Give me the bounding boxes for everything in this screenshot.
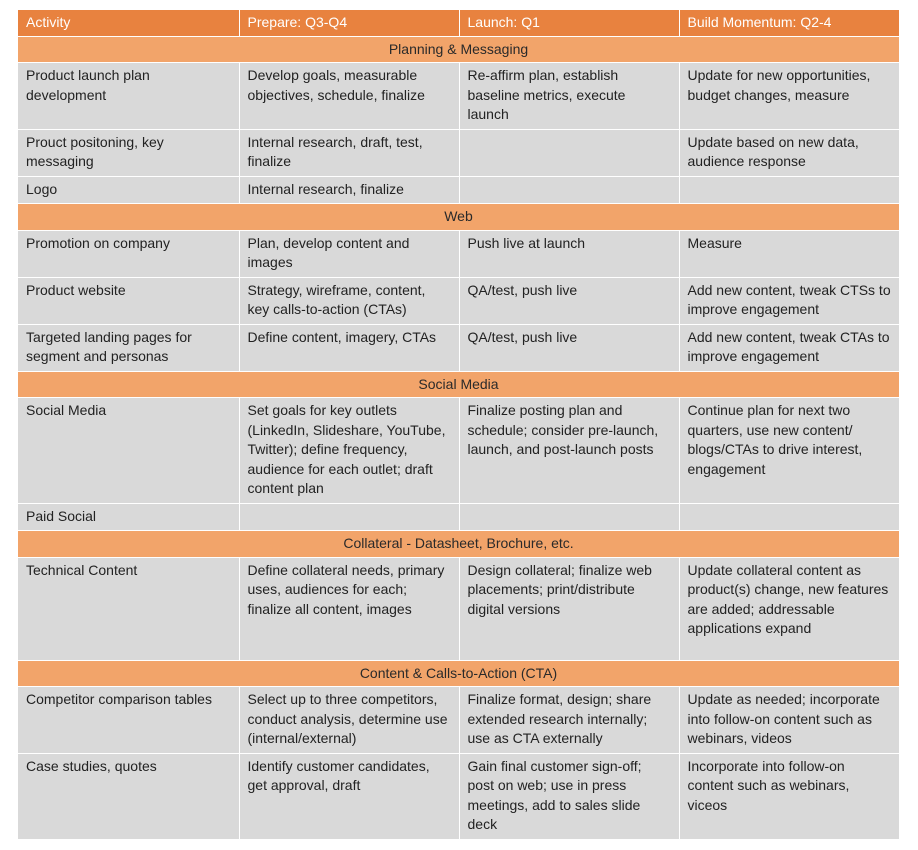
launch-cell — [459, 129, 680, 177]
prepare-cell: Define collateral needs, primary uses, a… — [239, 557, 460, 661]
table-row: Promotion on company Plan, develop conte… — [18, 230, 899, 278]
prepare-cell: Internal research, finalize — [239, 176, 460, 204]
momentum-cell: Update for new opportunities, budget cha… — [679, 62, 899, 130]
launch-cell: Re-affirm plan, establish baseline metri… — [459, 62, 680, 130]
activity-cell: Competitor comparison tables — [18, 686, 240, 754]
momentum-cell: Incorporate into follow-on content such … — [679, 753, 899, 840]
activity-cell: Product website — [18, 277, 240, 325]
activity-cell: Product launch plan development — [18, 62, 240, 130]
launch-cell: Push live at launch — [459, 230, 680, 278]
header-launch: Launch: Q1 — [459, 10, 680, 37]
header-build-momentum: Build Momentum: Q2-4 — [679, 10, 899, 37]
prepare-cell: Develop goals, measurable objectives, sc… — [239, 62, 460, 130]
table-row: Technical Content Define collateral need… — [18, 557, 899, 661]
prepare-cell: Plan, develop content and images — [239, 230, 460, 278]
section-row-social-media: Social Media — [18, 371, 899, 398]
prepare-cell: Internal research, draft, test, finalize — [239, 129, 460, 177]
header-prepare: Prepare: Q3-Q4 — [239, 10, 460, 37]
table-row: Paid Social — [18, 503, 899, 531]
launch-cell: QA/test, push live — [459, 324, 680, 372]
activity-cell: Prouct positoning, key messaging — [18, 129, 240, 177]
momentum-cell: Add new content, tweak CTAs to improve e… — [679, 324, 899, 372]
launch-cell: Finalize posting plan and schedule; cons… — [459, 397, 680, 504]
launch-cell: Gain final customer sign-off; post on we… — [459, 753, 680, 840]
table-row: Product launch plan development Develop … — [18, 62, 899, 130]
momentum-cell: Update collateral content as product(s) … — [679, 557, 899, 661]
activity-cell: Targeted landing pages for segment and p… — [18, 324, 240, 372]
table-row: Social Media Set goals for key outlets (… — [18, 397, 899, 504]
activity-cell: Social Media — [18, 397, 240, 504]
section-title: Collateral - Datasheet, Brochure, etc. — [18, 530, 899, 558]
header-activity: Activity — [18, 10, 240, 37]
table-row: Case studies, quotes Identify customer c… — [18, 753, 899, 840]
launch-plan-table-container: Activity Prepare: Q3-Q4 Launch: Q1 Build… — [18, 10, 899, 840]
activity-cell: Promotion on company — [18, 230, 240, 278]
activity-cell: Technical Content — [18, 557, 240, 661]
prepare-cell: Select up to three competitors, conduct … — [239, 686, 460, 754]
section-title: Planning & Messaging — [18, 36, 899, 63]
prepare-cell: Define content, imagery, CTAs — [239, 324, 460, 372]
section-row-content-cta: Content & Calls-to-Action (CTA) — [18, 660, 899, 687]
momentum-cell — [679, 176, 899, 204]
section-title: Content & Calls-to-Action (CTA) — [18, 660, 899, 687]
table-row: Product website Strategy, wireframe, con… — [18, 277, 899, 325]
launch-cell — [459, 176, 680, 204]
momentum-cell: Continue plan for next two quarters, use… — [679, 397, 899, 504]
table-row: Logo Internal research, finalize — [18, 176, 899, 204]
activity-cell: Paid Social — [18, 503, 240, 531]
launch-cell: QA/test, push live — [459, 277, 680, 325]
section-title: Web — [18, 203, 899, 231]
header-row: Activity Prepare: Q3-Q4 Launch: Q1 Build… — [18, 10, 899, 37]
launch-cell: Design collateral; finalize web placemen… — [459, 557, 680, 661]
section-row-collateral: Collateral - Datasheet, Brochure, etc. — [18, 530, 899, 558]
launch-cell: Finalize format, design; share extended … — [459, 686, 680, 754]
momentum-cell: Update based on new data, audience respo… — [679, 129, 899, 177]
prepare-cell: Identify customer candidates, get approv… — [239, 753, 460, 840]
launch-cell — [459, 503, 680, 531]
section-row-web: Web — [18, 203, 899, 231]
momentum-cell: Add new content, tweak CTSs to improve e… — [679, 277, 899, 325]
prepare-cell — [239, 503, 460, 531]
table-row: Targeted landing pages for segment and p… — [18, 324, 899, 372]
activity-cell: Case studies, quotes — [18, 753, 240, 840]
launch-plan-table: Activity Prepare: Q3-Q4 Launch: Q1 Build… — [18, 10, 899, 840]
activity-cell: Logo — [18, 176, 240, 204]
momentum-cell: Update as needed; incorporate into follo… — [679, 686, 899, 754]
section-row-planning: Planning & Messaging — [18, 36, 899, 63]
table-row: Prouct positoning, key messaging Interna… — [18, 129, 899, 177]
prepare-cell: Strategy, wireframe, content, key calls-… — [239, 277, 460, 325]
momentum-cell: Measure — [679, 230, 899, 278]
section-title: Social Media — [18, 371, 899, 398]
prepare-cell: Set goals for key outlets (LinkedIn, Sli… — [239, 397, 460, 504]
table-row: Competitor comparison tables Select up t… — [18, 686, 899, 754]
momentum-cell — [679, 503, 899, 531]
